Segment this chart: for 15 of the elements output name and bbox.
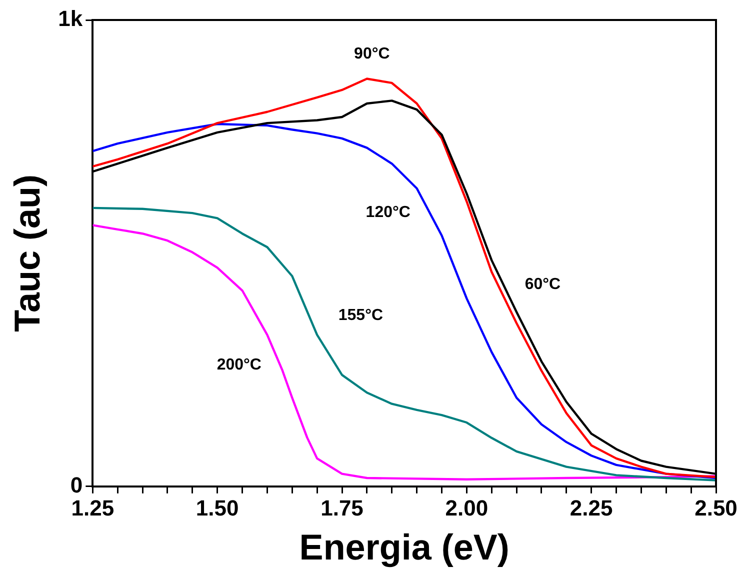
series-label: 90°C bbox=[354, 45, 390, 62]
x-tick-label: 1.50 bbox=[196, 496, 239, 521]
series-label: 60°C bbox=[524, 276, 562, 293]
x-tick-label: 2.00 bbox=[445, 496, 488, 521]
y-tick-label: 1k bbox=[58, 6, 84, 32]
x-axis-title: Energia (eV) bbox=[299, 526, 510, 568]
y-tick-label: 0 bbox=[70, 472, 83, 498]
x-tick-label: 2.25 bbox=[570, 496, 613, 521]
x-tick-label: 2.50 bbox=[694, 496, 738, 521]
series-label: 120°C bbox=[366, 204, 411, 222]
y-axis-title: Tauc (au) bbox=[6, 174, 48, 332]
x-tick-label: 1.25 bbox=[71, 496, 114, 521]
x-tick-label: 1.75 bbox=[320, 496, 364, 521]
series-label: 155°C bbox=[338, 307, 384, 324]
series-label: 200°C bbox=[216, 356, 262, 374]
